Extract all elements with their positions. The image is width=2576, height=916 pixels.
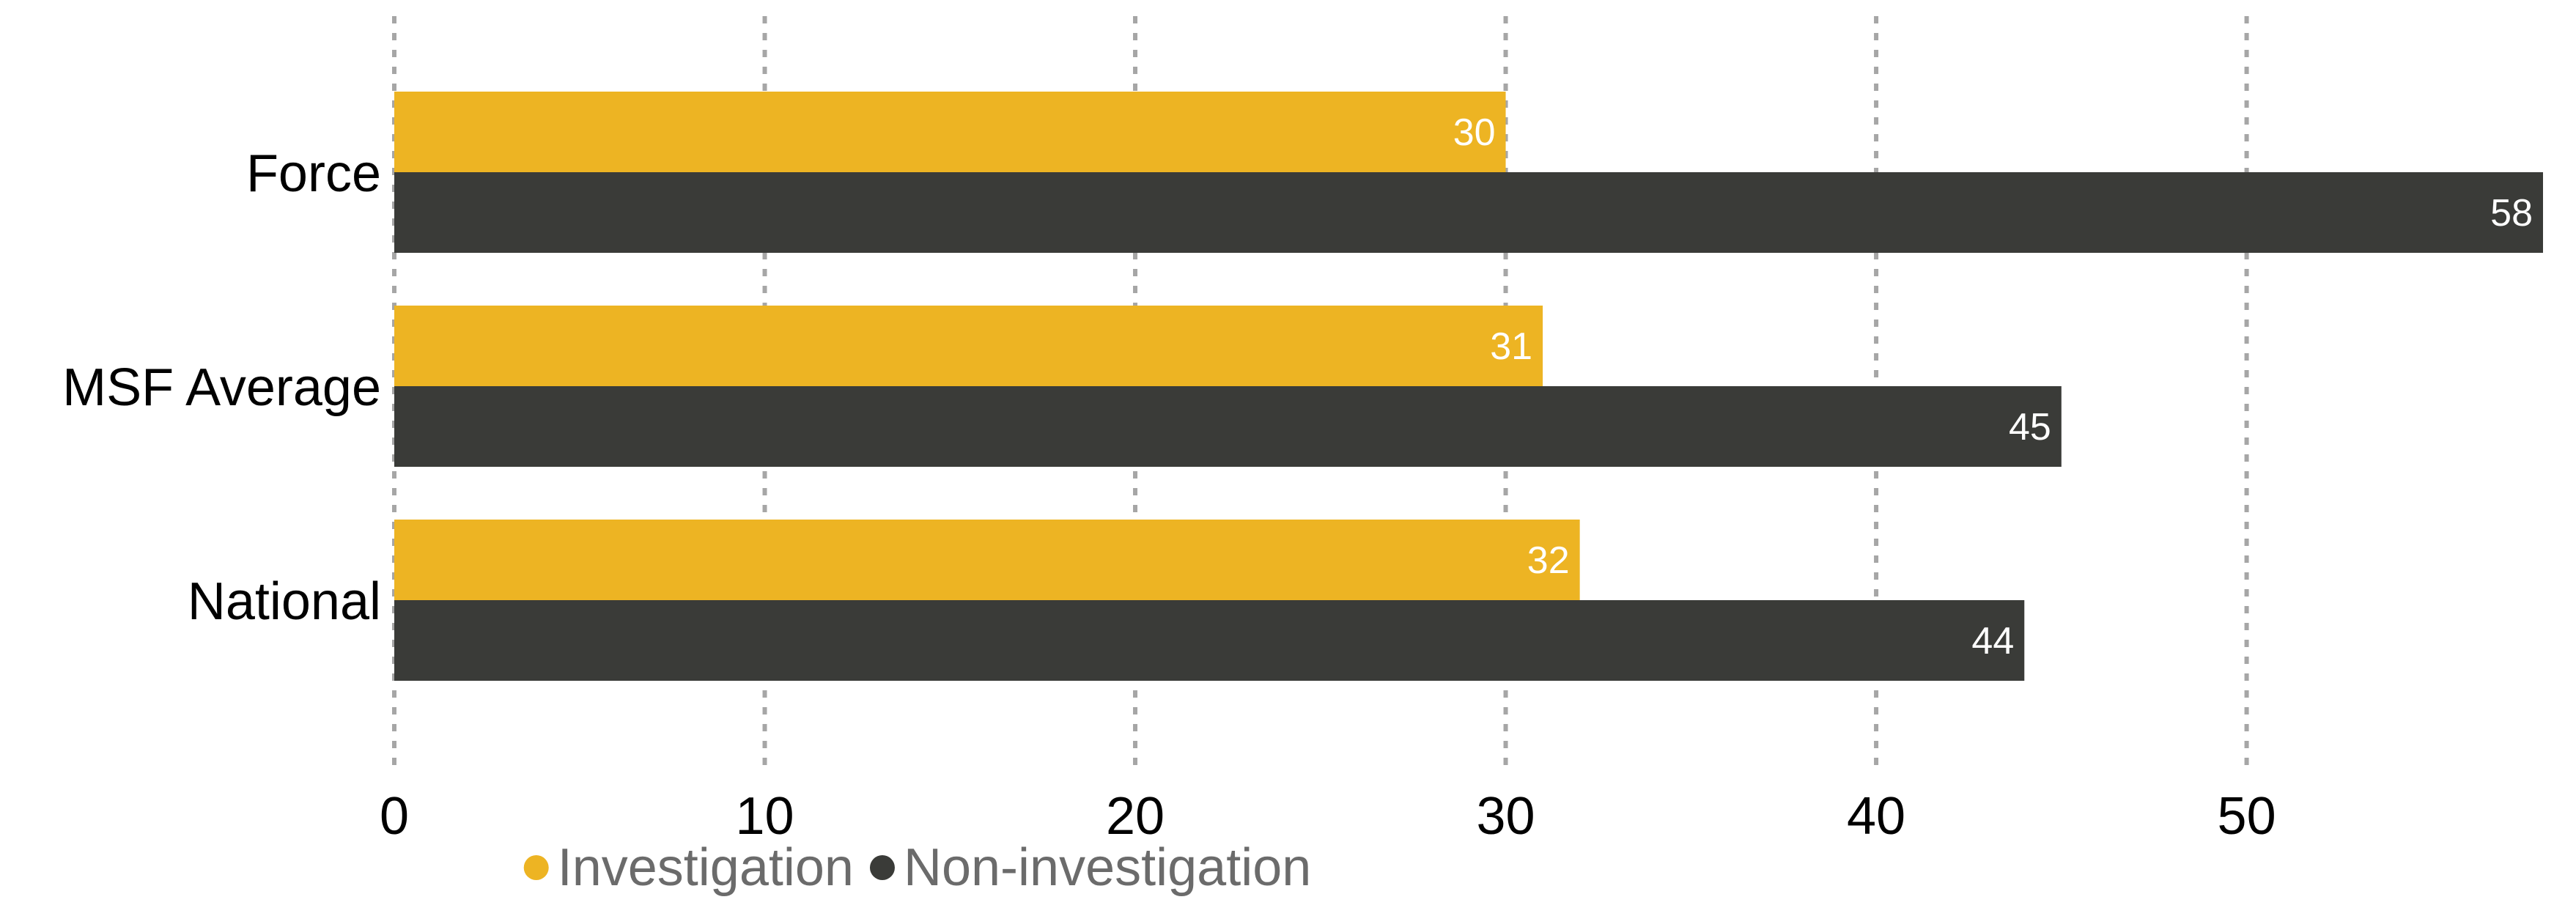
legend-item-investigation: Investigation — [523, 838, 854, 897]
category-label-2: National — [188, 572, 381, 631]
legend-marker-1 — [869, 855, 895, 880]
data-labels: 30 58 31 45 32 44 — [1453, 111, 2533, 662]
x-tick-label-40: 40 — [1847, 787, 1905, 846]
bar-non-investigation-0 — [394, 172, 2543, 253]
data-label-non-investigation-2: 44 — [1971, 620, 2014, 662]
data-label-investigation-0: 30 — [1453, 111, 1496, 154]
bar-investigation-2 — [394, 520, 1580, 600]
x-tick-label-20: 20 — [1106, 787, 1165, 846]
data-label-investigation-1: 31 — [1490, 325, 1532, 368]
x-tick-labels: 0 10 20 30 40 50 — [380, 787, 2276, 846]
category-label-1: MSF Average — [62, 358, 381, 417]
legend-item-non-investigation: Non-investigation — [869, 838, 1311, 897]
legend-marker-0 — [523, 855, 549, 880]
legend-label-0: Investigation — [558, 838, 854, 897]
data-label-investigation-2: 32 — [1527, 539, 1570, 582]
data-label-non-investigation-0: 58 — [2490, 192, 2533, 234]
x-tick-label-30: 30 — [1477, 787, 1535, 846]
bar-investigation-1 — [394, 306, 1543, 386]
bar-investigation-0 — [394, 92, 1506, 172]
x-tick-label-50: 50 — [2218, 787, 2276, 846]
x-tick-label-0: 0 — [380, 787, 409, 846]
data-label-non-investigation-1: 45 — [2009, 406, 2051, 448]
legend-label-1: Non-investigation — [904, 838, 1311, 897]
bar-non-investigation-1 — [394, 386, 2062, 467]
bar-non-investigation-2 — [394, 600, 2025, 681]
bars — [394, 92, 2543, 681]
category-label-0: Force — [246, 144, 381, 203]
legend: Investigation Non-investigation — [523, 838, 1311, 897]
x-tick-label-10: 10 — [735, 787, 794, 846]
category-labels: Force MSF Average National — [62, 144, 381, 631]
